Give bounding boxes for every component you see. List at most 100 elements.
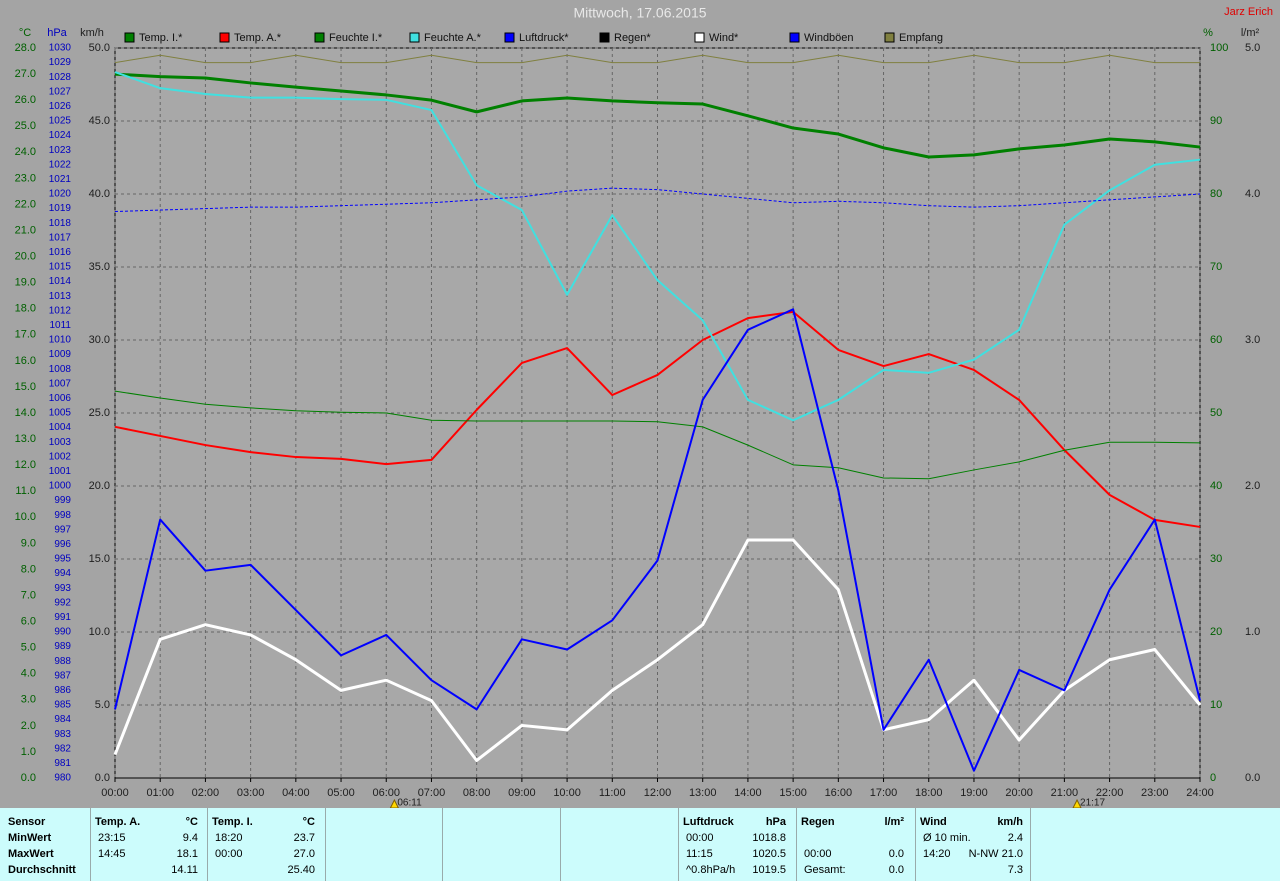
stats-cell: Wind xyxy=(920,816,947,828)
y-tick-label: 981 xyxy=(54,758,71,769)
column-divider xyxy=(678,808,679,881)
legend-label: Windböen xyxy=(804,32,854,44)
x-tick-label: 13:00 xyxy=(689,787,717,799)
stats-cell: hPa xyxy=(765,816,786,828)
legend-label: Empfang xyxy=(899,32,943,44)
column-divider xyxy=(442,808,443,881)
y-tick-label: 12.0 xyxy=(15,459,36,471)
stats-cell: °C xyxy=(302,816,315,828)
y-tick-label: 8.0 xyxy=(21,563,36,575)
series-line xyxy=(113,538,1202,762)
y-tick-label: 1001 xyxy=(49,466,72,477)
y-tick-label: 30.0 xyxy=(89,334,110,346)
y-tick-label: 2.0 xyxy=(21,720,36,732)
x-tick-label: 20:00 xyxy=(1005,787,1033,799)
y-tick-label: 50.0 xyxy=(89,42,110,54)
stats-cell: km/h xyxy=(997,816,1023,828)
x-tick-label: 01:00 xyxy=(146,787,174,799)
y-tick-label: 1016 xyxy=(49,247,72,258)
sun-marker-label: 06:11 xyxy=(397,798,422,808)
axis-unit: l/m² xyxy=(1241,27,1260,39)
series-line xyxy=(114,72,1201,159)
stats-cell: Temp. A. xyxy=(95,816,141,828)
y-tick-label: 45.0 xyxy=(89,115,110,127)
column-divider xyxy=(1030,808,1031,881)
x-tick-label: 12:00 xyxy=(644,787,672,799)
stats-cell: 11:15 xyxy=(686,848,713,860)
y-tick-label: 40.0 xyxy=(89,188,110,200)
stats-cell: Temp. I. xyxy=(212,816,253,828)
stats-cell: 18:20 xyxy=(215,832,243,844)
y-tick-label: 0.0 xyxy=(95,772,110,784)
y-tick-label: 998 xyxy=(54,510,71,521)
stats-cell: Sensor xyxy=(8,816,46,828)
stats-cell: 14:20 xyxy=(923,848,951,860)
y-tick-label: 1007 xyxy=(49,378,72,389)
y-tick-label: 10 xyxy=(1210,699,1222,711)
y-tick-label: 35.0 xyxy=(89,261,110,273)
y-tick-label: 1025 xyxy=(49,116,72,127)
y-tick-label: 995 xyxy=(54,554,71,565)
legend-label: Wind* xyxy=(709,32,739,44)
y-tick-label: 11.0 xyxy=(15,485,36,497)
y-tick-label: 80 xyxy=(1210,188,1222,200)
y-tick-label: 1029 xyxy=(49,57,72,68)
legend-swatch xyxy=(789,32,800,43)
y-tick-label: 990 xyxy=(54,627,71,638)
series-line xyxy=(114,54,1200,64)
axis-unit: hPa xyxy=(47,27,67,39)
y-tick-label: 50 xyxy=(1210,407,1222,419)
x-tick-label: 23:00 xyxy=(1141,787,1169,799)
stats-cell: 00:00 xyxy=(686,832,714,844)
sun-marker xyxy=(1072,798,1082,808)
y-tick-label: 1014 xyxy=(49,276,72,287)
x-tick-label: 00:00 xyxy=(101,787,129,799)
x-tick-label: 05:00 xyxy=(327,787,355,799)
legend-swatch xyxy=(599,32,610,43)
x-tick-label: 10:00 xyxy=(553,787,581,799)
y-tick-label: 999 xyxy=(54,495,71,506)
y-tick-label: 1028 xyxy=(49,72,72,83)
stats-cell: MinWert xyxy=(8,832,52,844)
y-tick-label: 10.0 xyxy=(89,626,110,638)
x-tick-label: 17:00 xyxy=(870,787,898,799)
y-tick-label: 1.0 xyxy=(21,746,36,758)
y-tick-label: 4.0 xyxy=(1245,188,1260,200)
y-tick-label: 15.0 xyxy=(15,381,36,393)
y-tick-label: 984 xyxy=(54,714,71,725)
author: Jarz Erich xyxy=(1224,6,1273,18)
y-tick-label: 982 xyxy=(54,743,71,754)
y-tick-label: 1024 xyxy=(49,130,72,141)
y-tick-label: 1012 xyxy=(49,305,72,316)
y-tick-label: 90 xyxy=(1210,115,1222,127)
stats-cell: 00:00 xyxy=(804,848,832,860)
column-divider xyxy=(325,808,326,881)
y-tick-label: 1019 xyxy=(49,203,72,214)
stats-cell: l/m² xyxy=(884,816,904,828)
y-tick-label: 23.0 xyxy=(15,172,36,184)
legend-label: Feuchte I.* xyxy=(329,32,383,44)
legend-label: Luftdruck* xyxy=(519,32,569,44)
y-tick-label: 3.0 xyxy=(1245,334,1260,346)
y-tick-label: 25.0 xyxy=(89,407,110,419)
x-tick-label: 03:00 xyxy=(237,787,265,799)
y-tick-label: 18.0 xyxy=(15,303,36,315)
y-tick-label: 993 xyxy=(54,583,71,594)
stats-cell: 0.0 xyxy=(888,864,904,876)
x-tick-label: 04:00 xyxy=(282,787,310,799)
y-tick-label: 0.0 xyxy=(1245,772,1260,784)
column-divider xyxy=(915,808,916,881)
axis-unit: °C xyxy=(19,27,31,39)
legend-swatch xyxy=(694,32,705,43)
y-tick-label: 15.0 xyxy=(89,553,110,565)
y-tick-label: 1018 xyxy=(49,218,72,229)
legend-label: Feuchte A.* xyxy=(424,32,482,44)
x-tick-label: 19:00 xyxy=(960,787,988,799)
series-line xyxy=(114,310,1201,528)
column-divider xyxy=(90,808,91,881)
y-tick-label: 13.0 xyxy=(15,433,36,445)
x-tick-label: 15:00 xyxy=(779,787,807,799)
y-tick-label: 1009 xyxy=(49,349,72,360)
x-tick-label: 16:00 xyxy=(825,787,853,799)
